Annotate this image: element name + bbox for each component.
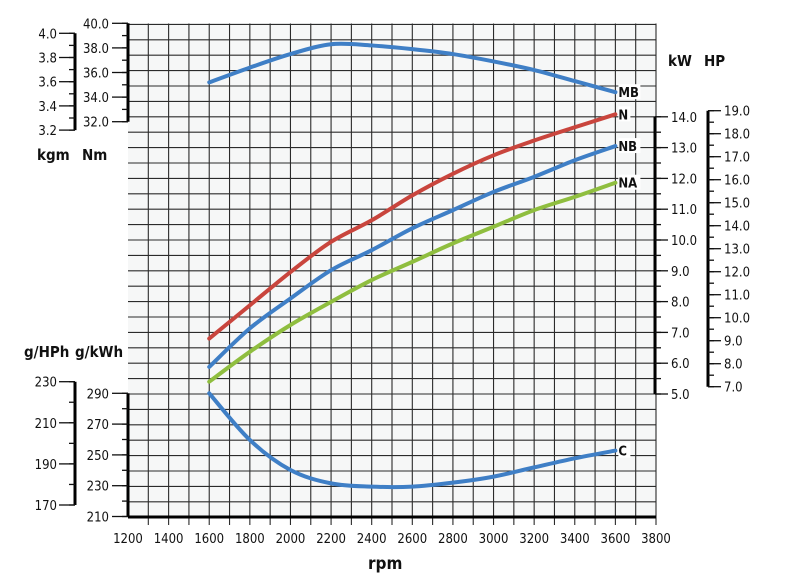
torque-kgm-tick-label: 3.4 xyxy=(38,100,57,115)
power-kw-tick-label: 14.0 xyxy=(671,111,697,126)
x-tick-label: 2000 xyxy=(276,532,306,547)
consumption-gkwh-tick-label: 250 xyxy=(87,449,109,464)
unit-labels: kgm Nm g/HPh g/kWh kW HP rpm xyxy=(24,52,725,574)
x-tick-label: 2600 xyxy=(397,532,427,547)
power-hp-tick-label: 11.0 xyxy=(724,289,750,304)
power-kw-tick-label: 5.0 xyxy=(671,388,690,403)
curve-label-background xyxy=(618,84,641,100)
power-hp-tick-label: 13.0 xyxy=(724,243,750,258)
x-tick-label: 2400 xyxy=(357,532,387,547)
power-hp-tick-label: 15.0 xyxy=(724,197,750,212)
power-hp-tick-label: 18.0 xyxy=(724,128,750,143)
x-tick-label: 3400 xyxy=(560,532,590,547)
x-tick-label: 3000 xyxy=(479,532,509,547)
torque-kgm-tick-label: 3.8 xyxy=(38,52,57,67)
torque-nm-tick-label: 38.0 xyxy=(83,42,109,57)
gkwh-axis-label: g/kWh xyxy=(75,343,123,361)
x-tick-label: 1200 xyxy=(113,532,143,547)
x-tick-label: 3800 xyxy=(641,532,671,547)
kw-axis-label: kW xyxy=(668,52,692,70)
power-hp-tick-label: 8.0 xyxy=(724,358,743,373)
power-hp-tick-label: 14.0 xyxy=(724,220,750,235)
consumption-ghph-tick-label: 230 xyxy=(35,376,57,391)
torque-nm-tick-label: 36.0 xyxy=(83,67,109,82)
consumption-ghph-tick-label: 210 xyxy=(35,417,57,432)
torque-nm-tick-label: 34.0 xyxy=(83,91,109,106)
curves: MB N NB NA C xyxy=(207,41,641,490)
curve-label-background xyxy=(618,174,641,190)
hp-axis-label: HP xyxy=(704,52,725,70)
power-kw-tick-label: 7.0 xyxy=(671,326,690,341)
x-tick-label: 2200 xyxy=(316,532,346,547)
x-tick-label: 1400 xyxy=(154,532,184,547)
nm-axis-label: Nm xyxy=(82,146,107,164)
consumption-gkwh-tick-label: 290 xyxy=(87,387,109,402)
power-hp-tick-label: 10.0 xyxy=(724,312,750,327)
power-kw-tick-label: 8.0 xyxy=(671,296,690,311)
x-tick-label: 1800 xyxy=(235,532,265,547)
power-hp-tick-label: 19.0 xyxy=(724,105,750,120)
torque-nm-tick-label: 40.0 xyxy=(83,17,109,32)
consumption-gkwh-tick-label: 270 xyxy=(87,418,109,433)
curve-label-c: C xyxy=(618,445,627,460)
consumption-gkwh-tick-label: 230 xyxy=(87,480,109,495)
power-kw-tick-label: 11.0 xyxy=(671,203,697,218)
torque-kgm-tick-label: 4.0 xyxy=(38,27,57,42)
ghph-axis-label: g/HPh xyxy=(24,343,69,361)
power-kw-tick-label: 6.0 xyxy=(671,357,690,372)
power-hp-tick-label: 17.0 xyxy=(724,151,750,166)
kgm-axis-label: kgm xyxy=(37,146,70,164)
curve-label-background xyxy=(618,138,641,154)
power-hp-tick-label: 16.0 xyxy=(724,174,750,189)
curve-label-background xyxy=(618,442,631,458)
curve-label-na: NA xyxy=(618,177,637,192)
power-hp-tick-label: 12.0 xyxy=(724,266,750,281)
torque-kgm-tick-label: 3.6 xyxy=(38,76,57,91)
consumption-ghph-tick-label: 170 xyxy=(35,499,57,514)
curve-label-n: N xyxy=(618,108,628,123)
x-tick-label: 3600 xyxy=(601,532,631,547)
x-tick-label: 3200 xyxy=(519,532,549,547)
x-axis-label: rpm xyxy=(368,554,402,574)
axes: 1200 1400 1600 1800 2000 2200 2400 2600 2800 3000… xyxy=(35,17,750,547)
power-kw-tick-label: 12.0 xyxy=(671,172,697,187)
power-kw-tick-label: 10.0 xyxy=(671,234,697,249)
x-tick-label: 1600 xyxy=(194,532,224,547)
curve-label-nb: NB xyxy=(618,140,637,155)
curve-label-background xyxy=(618,106,631,122)
torque-kgm-tick-label: 3.2 xyxy=(38,124,57,139)
power-hp-tick-label: 9.0 xyxy=(724,335,743,350)
consumption-ghph-tick-label: 190 xyxy=(35,458,57,473)
grid xyxy=(128,23,657,525)
x-tick-label: 2800 xyxy=(438,532,468,547)
consumption-gkwh-tick-label: 210 xyxy=(87,511,109,526)
curve-label-mb: MB xyxy=(618,86,639,101)
torque-nm-tick-label: 32.0 xyxy=(83,116,109,131)
power-hp-tick-label: 7.0 xyxy=(724,381,743,396)
power-kw-tick-label: 9.0 xyxy=(671,265,690,280)
power-kw-tick-label: 13.0 xyxy=(671,142,697,157)
